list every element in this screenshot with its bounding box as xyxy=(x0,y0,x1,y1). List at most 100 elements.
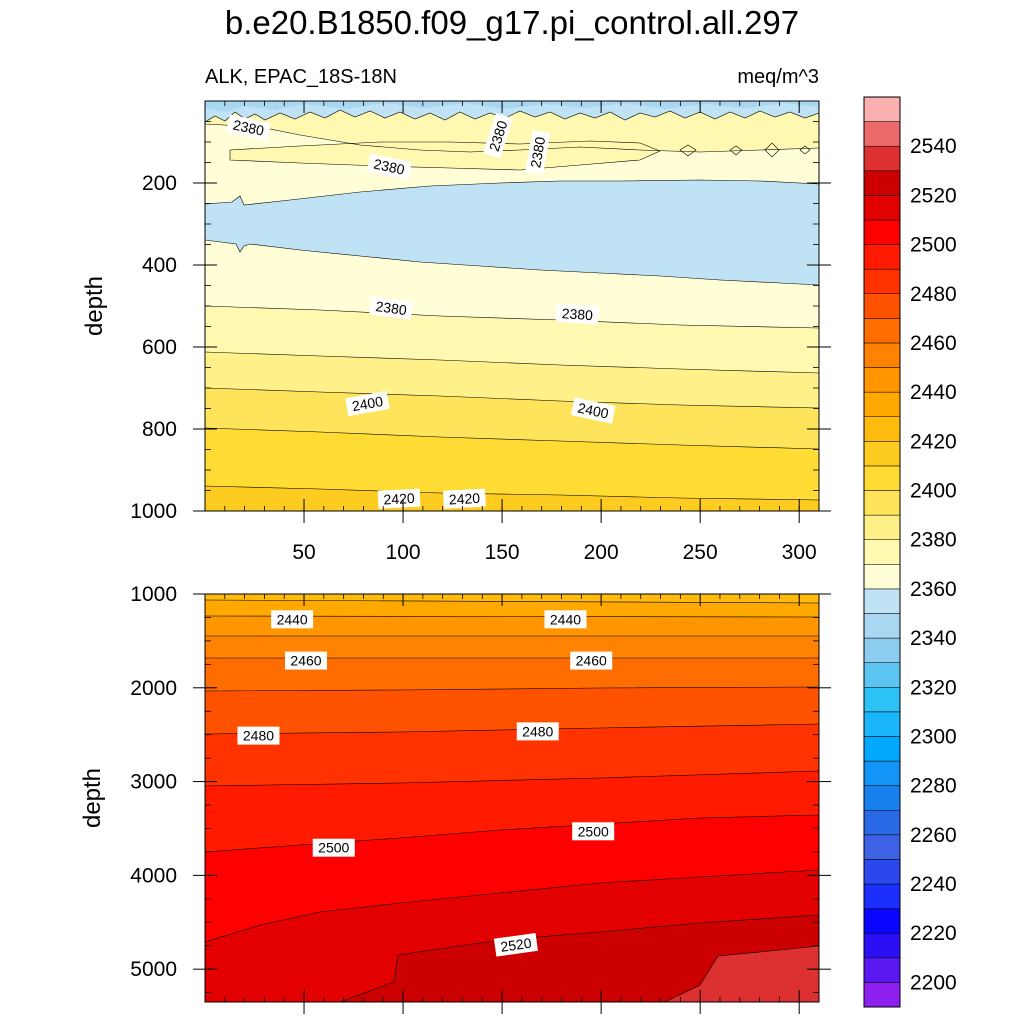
lower-fill-2530 xyxy=(340,915,819,1002)
y-tick-label: 400 xyxy=(142,254,177,277)
x-tick-label: 100 xyxy=(386,541,421,564)
colorbar-swatch xyxy=(863,539,901,565)
contour-label-text: 2440 xyxy=(277,611,308,627)
y-tick-label: 1000 xyxy=(130,583,177,606)
variable-label: ALK, EPAC_18S-18N xyxy=(205,66,397,88)
contour-label-text: 2420 xyxy=(448,490,480,508)
contour-label-text: 2380 xyxy=(561,305,593,323)
contour-label-bg xyxy=(525,130,551,175)
colorbar-label: 2520 xyxy=(910,184,957,207)
colorbar-label: 2300 xyxy=(910,725,957,748)
upper-fill-2430 xyxy=(205,486,819,511)
lower-contour-lines xyxy=(205,599,819,1002)
colorbar-swatch xyxy=(863,932,901,959)
x-tick-label: 250 xyxy=(683,541,718,564)
lower-fill-2540 xyxy=(665,946,819,1002)
contour-label-bg xyxy=(555,303,599,325)
contour-label-text: 2380 xyxy=(372,156,406,178)
colorbar-label: 2540 xyxy=(910,135,957,158)
contour-label-bg xyxy=(493,932,539,957)
contour-label-text: 2420 xyxy=(383,490,415,508)
x-tick-label: 150 xyxy=(485,541,520,564)
colorbar-label: 2220 xyxy=(910,922,957,945)
colorbar-swatch xyxy=(863,195,901,221)
y-tick-label: 5000 xyxy=(130,958,177,981)
contour-label-bg xyxy=(544,610,587,629)
colorbar-swatch xyxy=(863,637,901,663)
colorbar-swatch xyxy=(863,736,901,762)
colorbar-label: 2340 xyxy=(910,627,957,650)
lower-contour-labels: 2440 2440 2460 2460 2480 2480 2500 2500 2520 xyxy=(237,610,615,957)
chart-title: b.e20.B1850.f09_g17.pi_control.all.297 xyxy=(225,4,799,41)
colorbar-label: 2480 xyxy=(910,283,957,306)
contour-label-bg xyxy=(237,726,280,745)
contour-label: 2440 xyxy=(271,610,314,629)
contour-label: 2400 xyxy=(570,397,616,424)
colorbar-swatch xyxy=(863,514,901,540)
lower-axes: 1000 2000 3000 4000 5000 xyxy=(130,583,831,1014)
colorbar-frame xyxy=(863,96,901,1008)
colorbar-swatch xyxy=(863,96,901,122)
contour-label-text: 2380 xyxy=(527,135,548,169)
colorbar-label: 2380 xyxy=(910,529,957,552)
contour-label-text: 2440 xyxy=(550,611,581,627)
colorbar-swatch xyxy=(863,293,901,319)
contour-label-bg xyxy=(312,838,355,857)
colorbar-swatch xyxy=(863,564,901,590)
contour-label-bg xyxy=(377,488,421,509)
x-tick-label: 50 xyxy=(292,541,315,564)
colorbar-label: 2260 xyxy=(910,824,957,847)
contour-label: 2520 xyxy=(493,932,539,957)
colorbar-label: 2360 xyxy=(910,578,957,601)
contour-label-bg xyxy=(366,153,412,180)
colorbar-swatch xyxy=(863,318,901,344)
colorbar-swatch xyxy=(863,367,901,393)
contour-label-text: 2480 xyxy=(243,728,274,744)
colorbar-swatch xyxy=(863,760,901,786)
colorbar-swatch xyxy=(863,883,901,909)
y-tick-label: 4000 xyxy=(130,864,177,887)
colorbar-label: 2400 xyxy=(910,480,957,503)
contour-label-bg xyxy=(345,391,390,417)
contour-label: 2460 xyxy=(570,651,613,670)
contour-label: 2400 xyxy=(345,391,390,417)
colorbar-swatch xyxy=(863,342,901,368)
contour-label-bg xyxy=(226,114,271,141)
contour-label-text: 2520 xyxy=(499,935,532,955)
contour-label-bg xyxy=(271,610,314,629)
x-tick-label: 200 xyxy=(584,541,619,564)
upper-fill-intermediate-blue xyxy=(205,180,819,285)
contour-label: 2460 xyxy=(285,651,328,670)
contour-label-bg xyxy=(570,651,613,670)
colorbar-label: 2240 xyxy=(910,873,957,896)
upper-ylabel: depth xyxy=(81,276,108,336)
y-tick-label: 3000 xyxy=(130,771,177,794)
colorbar-swatch xyxy=(863,465,901,491)
contour-label-bg xyxy=(483,113,514,159)
contour-label-bg xyxy=(285,651,328,670)
colorbar-swatch xyxy=(863,859,901,885)
contour-label-text: 2460 xyxy=(576,653,607,669)
lower-panel-fills xyxy=(205,594,819,1002)
contour-label-text: 2480 xyxy=(522,723,553,739)
colorbar-label: 2420 xyxy=(910,430,957,453)
colorbar-swatch xyxy=(863,121,901,147)
colorbar-swatch xyxy=(863,957,901,983)
contour-label: 2380 xyxy=(555,303,599,325)
colorbar-swatch xyxy=(863,268,901,295)
contour-label-text: 2500 xyxy=(578,823,609,839)
colorbar-swatch xyxy=(863,244,901,270)
contour-label-bg xyxy=(443,488,486,509)
upper-axes: 50 100 150 200 250 300 200 400 600 800 1000 xyxy=(130,100,831,564)
contour-label: 2380 xyxy=(226,114,271,141)
colorbar-swatch xyxy=(863,219,901,245)
colorbar-swatch xyxy=(863,982,901,1008)
lower-plot-frame xyxy=(204,593,820,1003)
colorbar-label: 2440 xyxy=(910,381,957,404)
lower-ylabel: depth xyxy=(79,768,106,828)
colorbar-swatch xyxy=(863,687,901,713)
colorbar-swatch xyxy=(863,809,901,836)
colorbar-swatch xyxy=(863,908,901,934)
colorbar-swatch xyxy=(863,391,901,417)
